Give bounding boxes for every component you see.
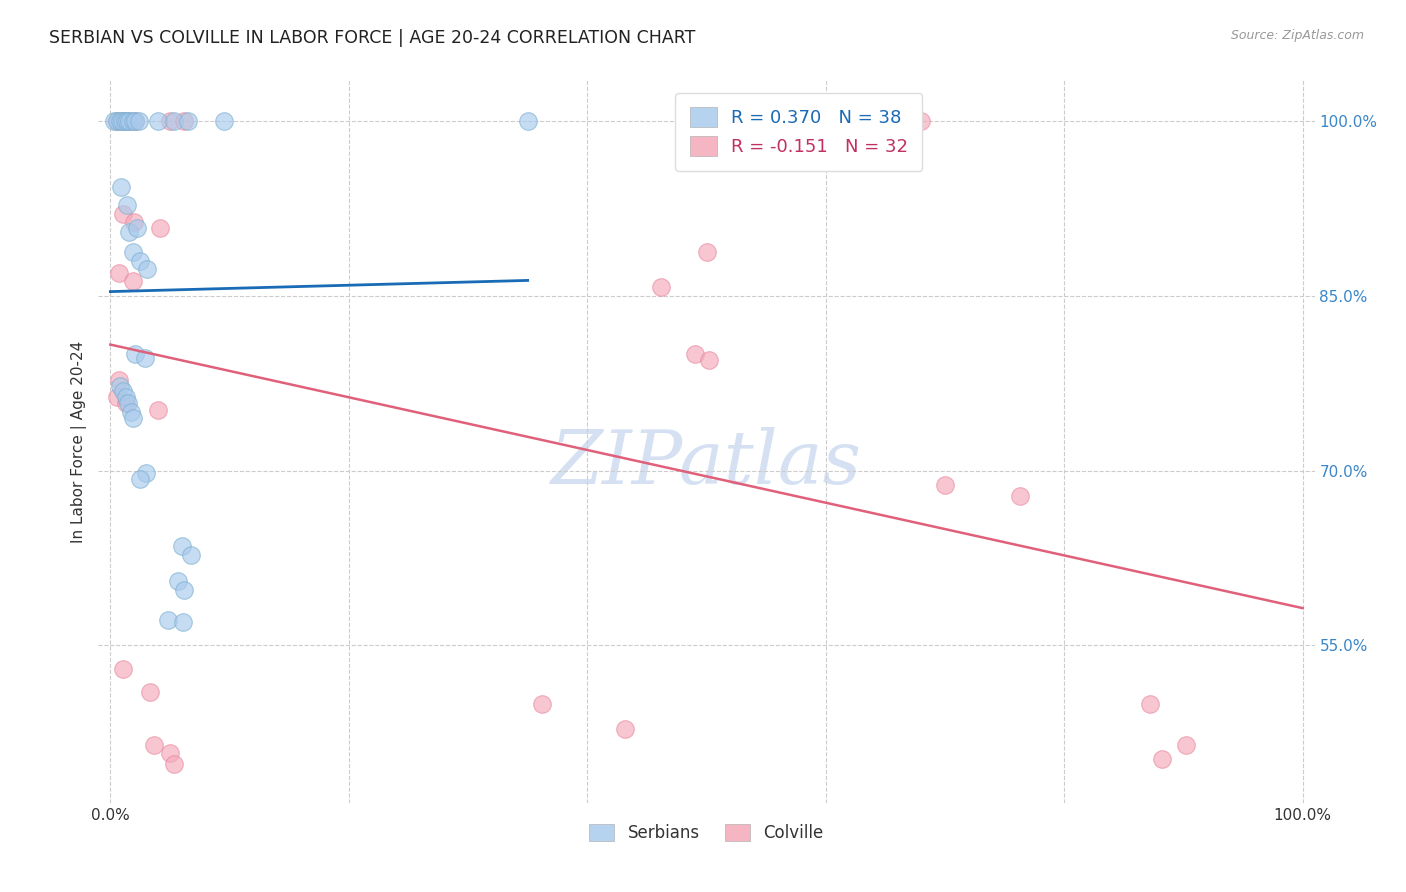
Point <box>122 274 145 288</box>
Point <box>910 114 932 128</box>
Point <box>107 373 129 387</box>
Point <box>173 114 195 128</box>
Point <box>650 279 672 293</box>
Point <box>146 403 169 417</box>
Point <box>530 697 553 711</box>
Point <box>124 114 146 128</box>
Point <box>162 757 184 772</box>
Point <box>614 723 637 737</box>
Point <box>112 114 135 128</box>
Point <box>108 114 131 128</box>
Point <box>128 114 150 128</box>
Point <box>122 114 145 128</box>
Y-axis label: In Labor Force | Age 20-24: In Labor Force | Age 20-24 <box>72 341 87 542</box>
Point <box>1139 697 1161 711</box>
Point <box>107 114 129 128</box>
Point <box>129 472 152 486</box>
Point <box>162 114 184 128</box>
Point <box>173 582 195 597</box>
Point <box>122 244 145 259</box>
Point <box>934 477 956 491</box>
Point <box>111 114 134 128</box>
Point <box>124 347 146 361</box>
Text: Source: ZipAtlas.com: Source: ZipAtlas.com <box>1230 29 1364 42</box>
Point <box>159 746 181 760</box>
Point <box>115 396 138 410</box>
Point <box>159 114 181 128</box>
Point <box>138 685 160 699</box>
Point <box>172 615 194 630</box>
Point <box>1150 751 1173 765</box>
Point <box>107 390 129 404</box>
Point <box>112 662 135 676</box>
Point <box>177 114 200 128</box>
Point <box>696 244 718 259</box>
Point <box>118 225 141 239</box>
Point <box>167 574 190 589</box>
Point <box>122 215 145 229</box>
Point <box>112 207 135 221</box>
Point <box>212 114 235 128</box>
Text: ZIPatlas: ZIPatlas <box>551 427 862 500</box>
Legend: Serbians, Colville: Serbians, Colville <box>583 817 830 848</box>
Point <box>149 221 172 235</box>
Point <box>117 396 139 410</box>
Point <box>134 351 156 365</box>
Point <box>118 114 141 128</box>
Point <box>1010 489 1032 503</box>
Point <box>118 114 141 128</box>
Point <box>115 114 138 128</box>
Point <box>120 405 142 419</box>
Point <box>110 180 132 194</box>
Point <box>180 548 202 562</box>
Point <box>115 198 138 212</box>
Point <box>516 114 538 128</box>
Point <box>107 114 129 128</box>
Point <box>122 411 145 425</box>
Point <box>146 114 169 128</box>
Point <box>103 114 125 128</box>
Point <box>136 262 159 277</box>
Point <box>156 613 179 627</box>
Point <box>112 384 135 399</box>
Point <box>115 390 138 404</box>
Point <box>129 253 152 268</box>
Point <box>170 540 193 554</box>
Point <box>124 114 146 128</box>
Point <box>697 353 720 368</box>
Point <box>107 266 129 280</box>
Point <box>125 221 148 235</box>
Point <box>1174 738 1197 752</box>
Point <box>143 738 166 752</box>
Point <box>108 378 131 392</box>
Text: SERBIAN VS COLVILLE IN LABOR FORCE | AGE 20-24 CORRELATION CHART: SERBIAN VS COLVILLE IN LABOR FORCE | AGE… <box>49 29 696 46</box>
Point <box>683 347 706 361</box>
Point <box>114 114 136 128</box>
Point <box>135 466 157 480</box>
